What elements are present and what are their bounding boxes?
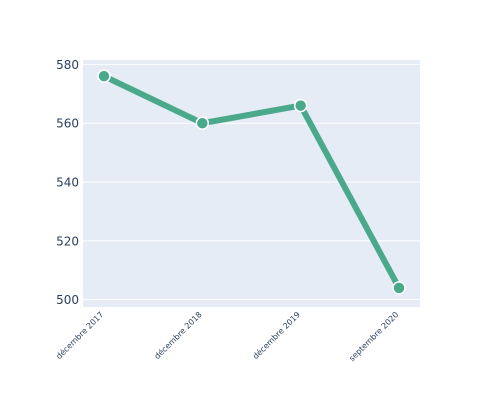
data-point: [392, 281, 406, 295]
x-tick-label: décembre 2019: [250, 309, 302, 361]
x-tick-label: septembre 2020: [347, 310, 400, 363]
y-tick-label: 500: [56, 293, 79, 307]
x-tick-label: décembre 2017: [54, 309, 106, 361]
y-gridlines: [83, 63, 420, 301]
y-tick-label: 580: [56, 58, 79, 72]
y-tick-label: 540: [56, 176, 79, 190]
series-line: [101, 73, 402, 291]
y-tick-label: 560: [56, 117, 79, 131]
data-point: [195, 116, 210, 130]
y-tick-label: 520: [56, 234, 79, 248]
data-point: [293, 98, 308, 113]
y-axis-ticks: 500 520 540 560 580: [56, 58, 79, 307]
plot-area: [83, 60, 420, 307]
data-points: [97, 69, 406, 295]
x-axis-ticks: décembre 2017 décembre 2018 décembre 2019 s…: [54, 309, 401, 363]
data-point: [97, 69, 111, 83]
x-tick-label: décembre 2018: [152, 309, 204, 361]
